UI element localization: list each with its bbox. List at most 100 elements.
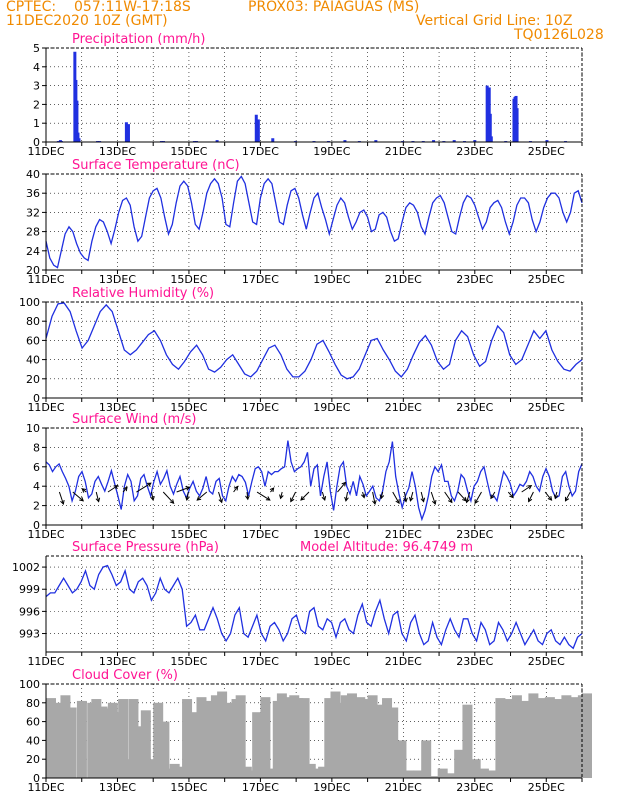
wind-arrow <box>420 491 426 503</box>
wind-ytick-label: 0 <box>33 519 40 532</box>
wind-arrow-head <box>185 486 191 491</box>
wind-arrow-shaft <box>186 491 189 501</box>
wind-xtick-label: 15DEC <box>170 528 207 541</box>
wind-arrow-head <box>395 499 400 505</box>
cloud-ytick-label: 40 <box>26 734 40 747</box>
precip-ytick-label: 2 <box>33 98 40 111</box>
wind-arrow-head <box>344 496 349 502</box>
wind-arrow-shaft <box>280 491 283 499</box>
humidity-ytick-label: 80 <box>26 315 40 328</box>
cloud-bar <box>445 773 456 778</box>
wind-arrow <box>457 491 467 502</box>
pressure-xtick-label: 17DEC <box>242 655 279 668</box>
wind-series-line <box>45 440 583 522</box>
cloud-bar <box>235 695 246 778</box>
cloud-bar <box>520 700 531 778</box>
humidity-xtick-label: 23DEC <box>456 401 493 414</box>
cloud-bar <box>305 763 316 778</box>
cloud-bar <box>487 770 498 778</box>
wind-arrow <box>521 485 533 493</box>
cloud-xtick-label: 13DEC <box>99 781 136 794</box>
temperature-ytick-label: 20 <box>26 264 40 277</box>
cloud-bar <box>217 691 228 778</box>
wind-arrow-head <box>245 495 250 501</box>
precip-bar <box>374 140 378 142</box>
precip-bar <box>432 140 436 142</box>
wind-ytick-label: 4 <box>33 480 40 493</box>
header-run: 11DEC2020 10Z (GMT) <box>6 13 168 29</box>
wind-arrow-head <box>547 495 553 501</box>
humidity-xtick-label: 21DEC <box>385 401 422 414</box>
wind-xtick-label: 13DEC <box>99 528 136 541</box>
humidity-ytick-label: 20 <box>26 373 40 386</box>
wind-arrow-head <box>123 486 128 492</box>
cloud-xtick-label: 21DEC <box>385 781 422 794</box>
wind-arrow <box>337 481 347 493</box>
wind-arrow-shaft <box>420 491 425 502</box>
wind-arrow-shaft <box>372 491 376 505</box>
cloud-bar <box>388 707 399 778</box>
wind-arrow-head <box>527 497 533 503</box>
humidity-xtick-label: 11DEC <box>27 401 64 414</box>
cloud-bar <box>132 726 143 778</box>
cloud-xtick-label: 19DEC <box>313 781 350 794</box>
cloud-bar <box>367 695 378 778</box>
cloud-bar <box>245 770 256 778</box>
wind-arrow-head <box>196 496 202 501</box>
cloud-bar <box>429 776 440 778</box>
cloud-bar <box>412 770 423 778</box>
wind-arrow <box>245 491 250 501</box>
wind-arrow-head <box>218 498 224 504</box>
precip-bar <box>75 100 79 142</box>
wind-arrow-shaft <box>528 491 534 502</box>
wind-arrow-shaft <box>409 491 414 501</box>
wind-arrow <box>344 491 349 502</box>
wind-arrow-head <box>527 485 533 490</box>
cloud-bar <box>140 710 151 778</box>
pressure-panel: Surface Pressure (hPa) Model Altitude: 96… <box>12 540 583 668</box>
cloud-bar <box>334 702 345 778</box>
humidity-ytick-label: 100 <box>19 296 40 309</box>
cloud-bar <box>528 693 539 778</box>
wind-arrow-head <box>146 482 152 487</box>
cloud-bar <box>223 702 234 778</box>
pressure-xtick-label: 25DEC <box>528 655 565 668</box>
wind-arrow <box>150 491 155 502</box>
wind-arrow-head <box>409 496 414 502</box>
humidity-panel: Relative Humidity (%) 0 20 40 60 80 100 11DEC 13… <box>19 286 583 414</box>
wind-arrow <box>58 491 65 506</box>
temperature-ytick-label: 36 <box>26 187 40 200</box>
precip-bar <box>126 124 130 142</box>
wind-arrow-head <box>185 496 190 502</box>
wind-arrow <box>379 491 385 500</box>
pressure-xtick-label: 11DEC <box>27 655 64 668</box>
wind-ytick-label: 8 <box>33 441 40 454</box>
cloud-xtick-label: 15DEC <box>170 781 207 794</box>
wind-arrow-shaft <box>233 486 239 493</box>
wind-arrow-shaft <box>290 491 297 502</box>
wind-arrow <box>372 491 377 506</box>
precip-ytick-label: 5 <box>33 42 40 55</box>
cloud-xtick-label: 23DEC <box>456 781 493 794</box>
header-code: TQ0126L028 <box>514 27 604 43</box>
wind-arrow <box>444 491 453 504</box>
wind-xtick-label: 17DEC <box>242 528 279 541</box>
wind-arrow-head <box>290 497 295 503</box>
wind-title: Surface Wind (m/s) <box>72 412 196 427</box>
wind-arrow-shaft <box>321 491 326 501</box>
wind-arrow-shaft <box>345 491 348 501</box>
precip-bar <box>452 140 456 142</box>
pressure-ytick-label: 996 <box>19 605 40 618</box>
header-coords: 057:11W-17:18S <box>74 0 191 15</box>
wind-ytick-label: 2 <box>33 500 40 513</box>
cloud-ytick-label: 60 <box>26 716 40 729</box>
wind-arrow-head <box>169 499 175 504</box>
precip-bar <box>488 113 492 142</box>
wind-arrow <box>176 486 191 493</box>
temperature-xtick-label: 15DEC <box>170 273 207 286</box>
cloud-bar <box>355 697 366 778</box>
cloud-bar <box>60 695 71 778</box>
cloud-bar <box>190 712 201 778</box>
pressure-xtick-label: 15DEC <box>170 655 207 668</box>
